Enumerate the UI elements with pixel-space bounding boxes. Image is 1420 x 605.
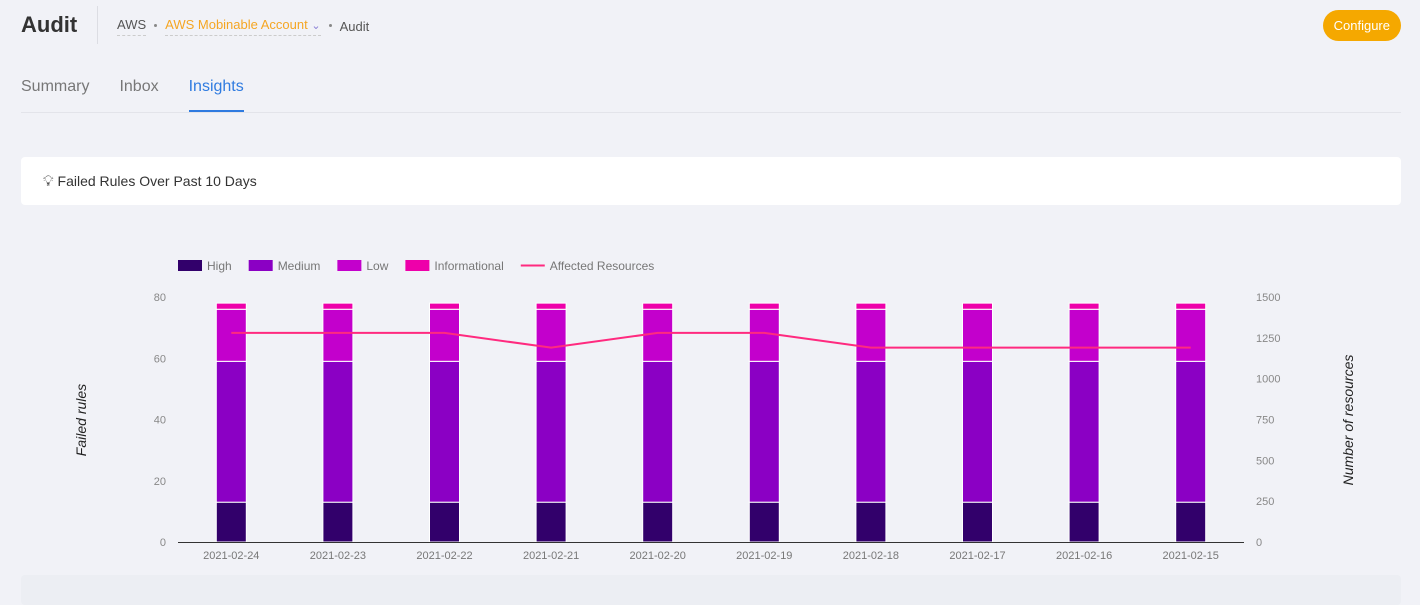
x-tick-label: 2021-02-16 bbox=[1056, 550, 1112, 562]
x-tick-label: 2021-02-15 bbox=[1163, 550, 1219, 562]
bar-segment-medium bbox=[429, 360, 460, 503]
legend-label: Low bbox=[366, 259, 388, 273]
bar-segment-informational bbox=[1175, 302, 1207, 310]
bar-segment-medium bbox=[1068, 360, 1100, 503]
bar-segment-informational bbox=[962, 302, 993, 310]
y-tick-label: 80 bbox=[154, 292, 166, 304]
bar-segment-low bbox=[1068, 308, 1100, 362]
bar-segment-informational bbox=[215, 302, 247, 310]
bar-segment-informational bbox=[535, 302, 567, 310]
x-tick-label: 2021-02-19 bbox=[736, 550, 792, 562]
y2-tick-label: 250 bbox=[1256, 496, 1274, 508]
bar-segment-medium bbox=[855, 360, 887, 503]
legend-swatch-high bbox=[178, 260, 202, 271]
bar-segment-high bbox=[1175, 501, 1207, 543]
bar-segment-medium bbox=[535, 360, 567, 503]
legend-swatch-medium bbox=[248, 260, 273, 271]
tab-insights[interactable]: Insights bbox=[188, 78, 244, 112]
y2-axis-title: Number of resources bbox=[1340, 355, 1356, 486]
legend-label: High bbox=[207, 259, 232, 273]
bar-segment-high bbox=[855, 501, 887, 543]
chart-card-header: 💡︎ Failed Rules Over Past 10 Days bbox=[21, 157, 1401, 205]
bar-segment-informational bbox=[642, 302, 674, 310]
y2-tick-label: 500 bbox=[1256, 455, 1274, 467]
account-label: AWS Mobinable Account bbox=[165, 17, 308, 32]
bar-segment-low bbox=[962, 308, 993, 362]
separator-dot bbox=[328, 23, 332, 27]
y2-tick-label: 1000 bbox=[1256, 374, 1280, 386]
x-tick-label: 2021-02-23 bbox=[310, 550, 366, 562]
divider bbox=[97, 6, 98, 44]
breadcrumb-current: Audit bbox=[339, 19, 370, 34]
x-tick-label: 2021-02-22 bbox=[416, 550, 472, 562]
account-selector[interactable]: AWS Mobinable Account ⌄ bbox=[165, 17, 321, 36]
bar-segment-medium bbox=[215, 360, 247, 503]
bar-segment-low bbox=[215, 308, 247, 362]
tab-bar: Summary Inbox Insights bbox=[21, 78, 1401, 113]
bar-segment-high bbox=[642, 501, 674, 543]
bar-segment-high bbox=[962, 501, 993, 543]
bar-segment-informational bbox=[1068, 302, 1100, 310]
x-tick-label: 2021-02-24 bbox=[203, 550, 259, 562]
x-tick-label: 2021-02-18 bbox=[843, 550, 899, 562]
bar-segment-medium bbox=[748, 360, 780, 503]
y2-tick-label: 750 bbox=[1256, 415, 1274, 427]
bar-segment-high bbox=[215, 501, 247, 543]
legend-label: Informational bbox=[434, 259, 503, 273]
bar-segment-medium bbox=[962, 360, 993, 503]
next-card bbox=[21, 575, 1401, 605]
x-tick-label: 2021-02-21 bbox=[523, 550, 579, 562]
breadcrumb-aws[interactable]: AWS bbox=[117, 17, 147, 36]
bar-segment-informational bbox=[855, 302, 887, 310]
affected-resources-line bbox=[231, 331, 1191, 349]
legend-swatch-informational bbox=[405, 260, 430, 271]
separator-dot bbox=[154, 23, 158, 27]
chevron-down-icon: ⌄ bbox=[311, 20, 321, 32]
x-tick-label: 2021-02-20 bbox=[630, 550, 686, 562]
legend-label: Affected Resources bbox=[550, 259, 655, 273]
y-tick-label: 20 bbox=[154, 476, 166, 488]
configure-button[interactable]: Configure bbox=[1322, 10, 1401, 41]
bar-segment-informational bbox=[322, 302, 354, 310]
y2-tick-label: 0 bbox=[1256, 537, 1262, 549]
bar-segment-high bbox=[1068, 501, 1100, 543]
x-tick-label: 2021-02-17 bbox=[949, 550, 1005, 562]
y-axis-title: Failed rules bbox=[73, 384, 89, 456]
bar-segment-low bbox=[322, 308, 354, 362]
y-tick-label: 0 bbox=[160, 537, 166, 549]
breadcrumb: AWS AWS Mobinable Account ⌄ Audit bbox=[117, 17, 369, 36]
bar-segment-high bbox=[429, 501, 460, 543]
bar-segment-informational bbox=[748, 302, 780, 310]
bar-segment-low bbox=[1175, 308, 1207, 362]
lightbulb-icon: 💡︎ bbox=[43, 172, 54, 190]
bar-segment-low bbox=[535, 308, 567, 362]
tab-summary[interactable]: Summary bbox=[21, 78, 90, 95]
y-tick-label: 60 bbox=[154, 353, 166, 365]
y-tick-label: 40 bbox=[154, 415, 166, 427]
bar-segment-high bbox=[535, 501, 567, 543]
bar-segment-medium bbox=[322, 360, 354, 503]
page-title: Audit bbox=[21, 12, 78, 37]
y2-tick-label: 1250 bbox=[1256, 333, 1280, 345]
bar-segment-medium bbox=[642, 360, 674, 503]
legend-swatch-low bbox=[337, 260, 362, 271]
bar-segment-informational bbox=[429, 302, 460, 310]
bar-segment-low bbox=[855, 308, 887, 362]
legend-label: Medium bbox=[278, 259, 321, 273]
tab-inbox[interactable]: Inbox bbox=[119, 78, 159, 95]
bar-segment-high bbox=[322, 501, 354, 543]
bar-segment-high bbox=[748, 501, 780, 543]
card-title: Failed Rules Over Past 10 Days bbox=[57, 173, 257, 189]
y2-tick-label: 1500 bbox=[1256, 292, 1280, 304]
bar-segment-medium bbox=[1175, 360, 1207, 503]
